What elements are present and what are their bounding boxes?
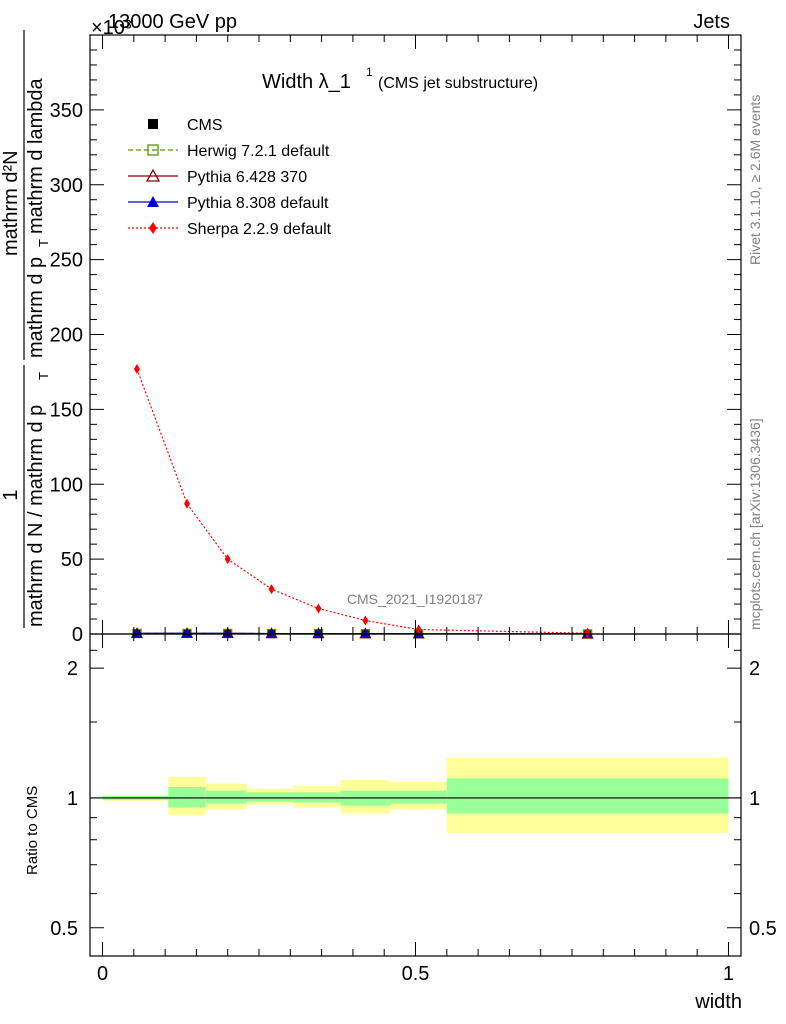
- process-label: Jets: [693, 11, 730, 33]
- plot-title: Width λ_1 1 (CMS jet substructure): [262, 65, 538, 93]
- data-point: [266, 628, 277, 638]
- data-point: [315, 603, 322, 614]
- ratio-band-inner: [390, 790, 447, 804]
- ratio-bands: [90, 757, 741, 833]
- energy-label: 13000 GeV pp: [108, 11, 237, 33]
- ratio-band-inner: [246, 792, 294, 802]
- data-point: [415, 624, 422, 635]
- legend-label: CMS: [187, 117, 223, 134]
- series-line: [136, 368, 588, 634]
- y-tick-label: 250: [50, 250, 83, 272]
- legend-label: Pythia 6.428 370: [187, 169, 307, 186]
- legend-label: Pythia 8.308 default: [187, 195, 329, 212]
- ratio-y-tick-label: 2: [67, 658, 78, 680]
- ylabel-den-2-rest: mathrm d lambda: [25, 78, 47, 234]
- data-point: [268, 584, 275, 595]
- legend-entry: Pythia 8.308 default: [128, 195, 329, 212]
- title-main: Width λ_1: [262, 71, 351, 93]
- data-point: [133, 363, 140, 374]
- rivet-label: Rivet 3.1.10, ≥ 2.6M events: [747, 95, 763, 265]
- ratio-y-axis-label: Ratio to CMS: [24, 786, 41, 875]
- mcplots-label: mcplots.cern.ch [arXiv:1306.3436]: [747, 418, 763, 630]
- data-point: [362, 615, 369, 626]
- ratio-y-tick-label-right: 2: [749, 658, 760, 680]
- ratio-y-tick-label: 0.5: [50, 918, 78, 940]
- legend-entry: CMS: [148, 117, 223, 134]
- legend-entry: Sherpa 2.2.9 default: [128, 221, 332, 238]
- ratio-plot-frame: [89, 633, 742, 957]
- series-4: [133, 363, 591, 639]
- data-point: [360, 628, 371, 638]
- x-tick-label: 0: [97, 963, 108, 985]
- legend-entry: Pythia 6.428 370: [128, 168, 307, 186]
- title-superscript: 1: [366, 65, 373, 79]
- data-point: [584, 628, 591, 639]
- x-axis-label: width: [694, 991, 742, 1013]
- title-sub: (CMS jet substructure): [378, 75, 538, 92]
- legend-entry: Herwig 7.2.1 default: [128, 143, 330, 160]
- ratio-band-inner: [168, 787, 206, 808]
- data-point: [182, 628, 193, 638]
- y-multiplier-label: ×10³: [91, 17, 132, 39]
- data-point: [148, 119, 158, 129]
- data-point: [145, 168, 161, 182]
- y-tick-label: 100: [50, 474, 83, 496]
- data-point: [184, 498, 191, 509]
- data-point: [147, 144, 159, 156]
- ratio-band-inner: [205, 790, 247, 804]
- ylabel-den-2-sub: T: [36, 239, 51, 247]
- y-tick-label: 50: [61, 549, 83, 571]
- legend-label: Herwig 7.2.1 default: [187, 143, 330, 160]
- data-point: [131, 628, 142, 638]
- ratio-band-inner: [446, 778, 729, 814]
- ratio-y-tick-label-right: 1: [749, 788, 760, 810]
- legend: CMS Herwig 7.2.1 default Pythia 6.428 370 P…: [128, 117, 332, 238]
- legend-label: Sherpa 2.2.9 default: [187, 221, 332, 238]
- x-tick-label: 0.5: [402, 963, 430, 985]
- axes: 0 50 100 150 200 250 300 350 0 0.5 1 0.5 0.5 1 1 2 2: [50, 35, 777, 985]
- y-tick-label: 150: [50, 399, 83, 421]
- data-point: [313, 628, 324, 638]
- main-y-axis-label: 1 mathrm d N / mathrm d p T mathrm d²N m…: [0, 30, 51, 628]
- ratio-y-tick-label-right: 0.5: [749, 918, 777, 940]
- data-point: [147, 196, 159, 207]
- ylabel-num-2: mathrm d²N: [0, 150, 22, 256]
- y-tick-label: 0: [72, 624, 83, 646]
- ratio-y-tick-label: 1: [67, 788, 78, 810]
- ylabel-num-1: 1: [0, 489, 22, 500]
- y-tick-label: 200: [50, 325, 83, 347]
- data-point: [149, 222, 157, 234]
- y-tick-label: 350: [50, 100, 83, 122]
- x-tick-label: 1: [723, 963, 734, 985]
- analysis-watermark: CMS_2021_I1920187: [347, 591, 483, 607]
- ylabel-den-1-sub: T: [36, 372, 51, 380]
- y-tick-label: 300: [50, 175, 83, 197]
- ylabel-den-2: mathrm d p: [25, 257, 47, 358]
- ylabel-den-1: mathrm d N / mathrm d p: [25, 405, 47, 627]
- data-point: [224, 554, 231, 565]
